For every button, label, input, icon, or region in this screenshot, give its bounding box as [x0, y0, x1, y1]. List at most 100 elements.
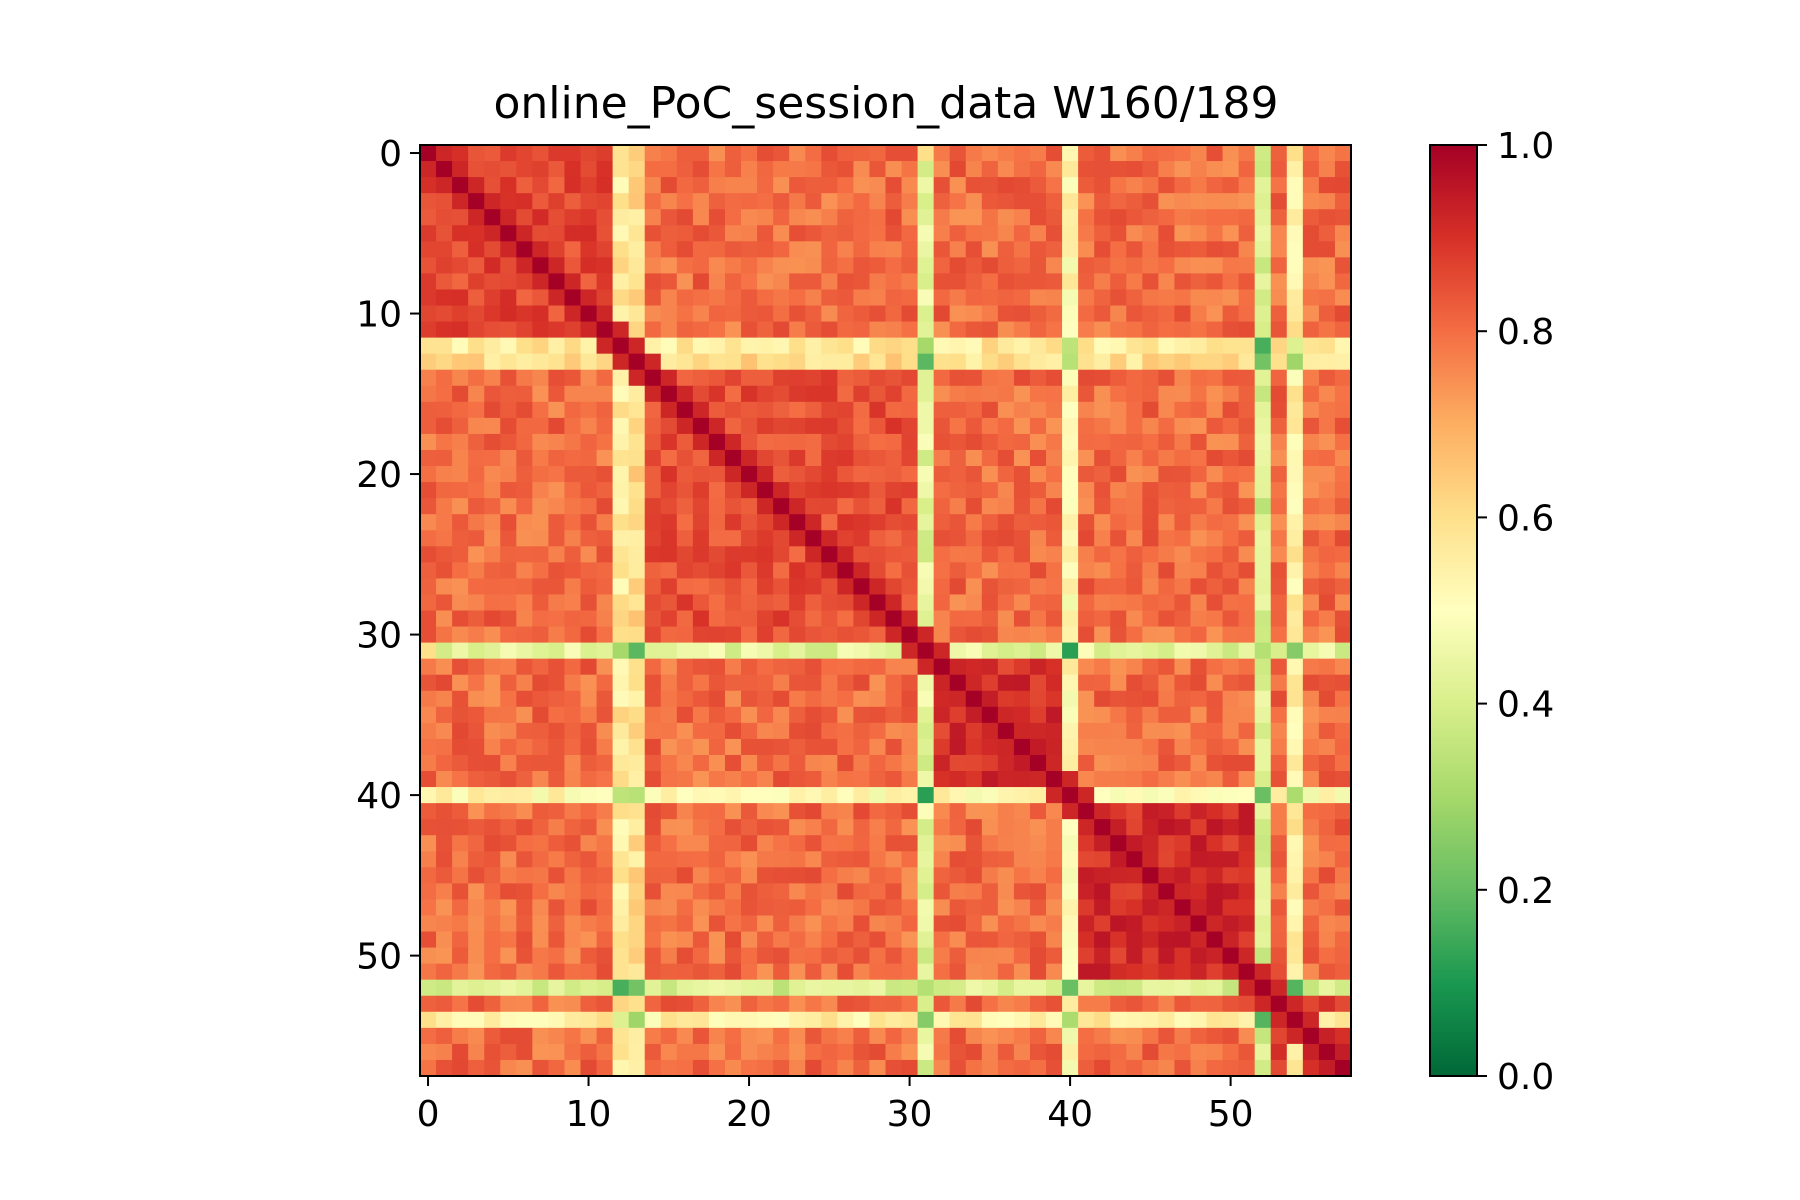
heatmap-cell: [1158, 642, 1176, 660]
heatmap-cell: [1062, 642, 1079, 660]
heatmap-cell: [901, 321, 919, 339]
heatmap-cell: [500, 674, 517, 692]
heatmap-cell: [885, 321, 903, 339]
heatmap-cell: [1126, 321, 1143, 339]
heatmap-cell: [1238, 754, 1256, 772]
heatmap-cell: [805, 433, 822, 451]
heatmap-cell: [997, 931, 1015, 949]
heatmap-cell: [596, 257, 614, 275]
heatmap-cell: [1046, 931, 1063, 949]
heatmap-cell: [1174, 706, 1192, 724]
heatmap-cell: [773, 337, 790, 355]
heatmap-cell: [949, 498, 967, 515]
heatmap-cell: [917, 514, 935, 531]
heatmap-cell: [805, 915, 822, 933]
heatmap-cell: [773, 594, 790, 612]
heatmap-cell: [452, 305, 469, 323]
heatmap-cell: [821, 626, 838, 644]
heatmap-cell: [1029, 899, 1047, 917]
heatmap-cell: [1254, 177, 1272, 194]
heatmap-cell: [1174, 594, 1192, 612]
heatmap-cell: [981, 819, 999, 836]
heatmap-cell: [644, 1059, 662, 1077]
heatmap-cell: [564, 674, 582, 692]
heatmap-cell: [1158, 305, 1176, 323]
heatmap-cell: [965, 674, 983, 692]
heatmap-cell: [837, 819, 854, 836]
heatmap-cell: [452, 273, 469, 291]
heatmap-cell: [1110, 899, 1127, 917]
heatmap-cell: [1094, 578, 1111, 596]
heatmap-cell: [885, 337, 903, 355]
heatmap-cell: [805, 722, 822, 740]
heatmap-cell: [1013, 337, 1031, 355]
heatmap-cell: [1013, 706, 1031, 724]
heatmap-cell: [692, 241, 710, 258]
heatmap-cell: [1078, 915, 1095, 933]
heatmap-cell: [757, 466, 774, 483]
heatmap-cell: [516, 1043, 533, 1061]
heatmap-cell: [484, 161, 501, 178]
heatmap-cell: [1318, 738, 1336, 756]
heatmap-cell: [532, 401, 550, 419]
heatmap-cell: [1174, 209, 1192, 226]
heatmap-cell: [532, 610, 550, 628]
heatmap-cell: [917, 963, 935, 981]
heatmap-cell: [548, 1043, 566, 1061]
heatmap-cell: [676, 417, 694, 435]
heatmap-cell: [1110, 257, 1127, 275]
heatmap-cell: [1110, 305, 1127, 323]
heatmap-cell: [853, 369, 871, 387]
heatmap-cell: [1158, 674, 1176, 692]
heatmap-cell: [901, 819, 919, 836]
heatmap-cell: [692, 658, 710, 676]
heatmap-cell: [997, 722, 1015, 740]
heatmap-cell: [1174, 851, 1192, 868]
heatmap-cell: [1254, 787, 1272, 804]
heatmap-cell: [965, 626, 983, 644]
heatmap-cell: [1206, 995, 1224, 1013]
heatmap-cell: [933, 1043, 951, 1061]
heatmap-cell: [644, 835, 662, 852]
heatmap-cell: [660, 433, 678, 451]
heatmap-cell: [789, 209, 806, 226]
heatmap-cell: [1013, 1027, 1031, 1045]
heatmap-cell: [420, 674, 437, 692]
heatmap-cell: [885, 289, 903, 307]
heatmap-cell: [500, 193, 517, 210]
heatmap-cell: [724, 754, 742, 772]
y-tick-label: 30: [356, 616, 402, 657]
heatmap-cell: [1013, 449, 1031, 467]
heatmap-cell: [1302, 161, 1320, 178]
heatmap-cell: [564, 433, 582, 451]
heatmap-cell: [757, 273, 774, 291]
heatmap-cell: [1302, 626, 1320, 644]
heatmap-cell: [1174, 867, 1192, 884]
heatmap-cell: [1094, 706, 1111, 724]
heatmap-cell: [741, 931, 758, 949]
heatmap-cell: [564, 1043, 582, 1061]
heatmap-cell: [420, 177, 437, 194]
heatmap-cell: [548, 883, 566, 901]
heatmap-cell: [532, 803, 550, 820]
heatmap-cell: [853, 963, 871, 981]
heatmap-cell: [660, 915, 678, 933]
heatmap-cell: [516, 514, 533, 531]
heatmap-cell: [1222, 674, 1240, 692]
heatmap-cell: [548, 738, 566, 756]
heatmap-cell: [933, 1027, 951, 1045]
heatmap-cell: [997, 498, 1015, 515]
heatmap-cell: [1302, 578, 1320, 596]
heatmap-cell: [660, 209, 678, 226]
heatmap-cell: [901, 305, 919, 323]
heatmap-cell: [901, 674, 919, 692]
heatmap-cell: [821, 1011, 838, 1029]
heatmap-cell: [628, 787, 646, 804]
heatmap-cell: [1334, 145, 1352, 162]
heatmap-cell: [1238, 995, 1256, 1013]
heatmap-cell: [1174, 145, 1192, 162]
heatmap-cell: [1126, 257, 1143, 275]
heatmap-cell: [1286, 835, 1304, 852]
heatmap-cell: [500, 369, 517, 387]
heatmap-cell: [1270, 449, 1288, 467]
